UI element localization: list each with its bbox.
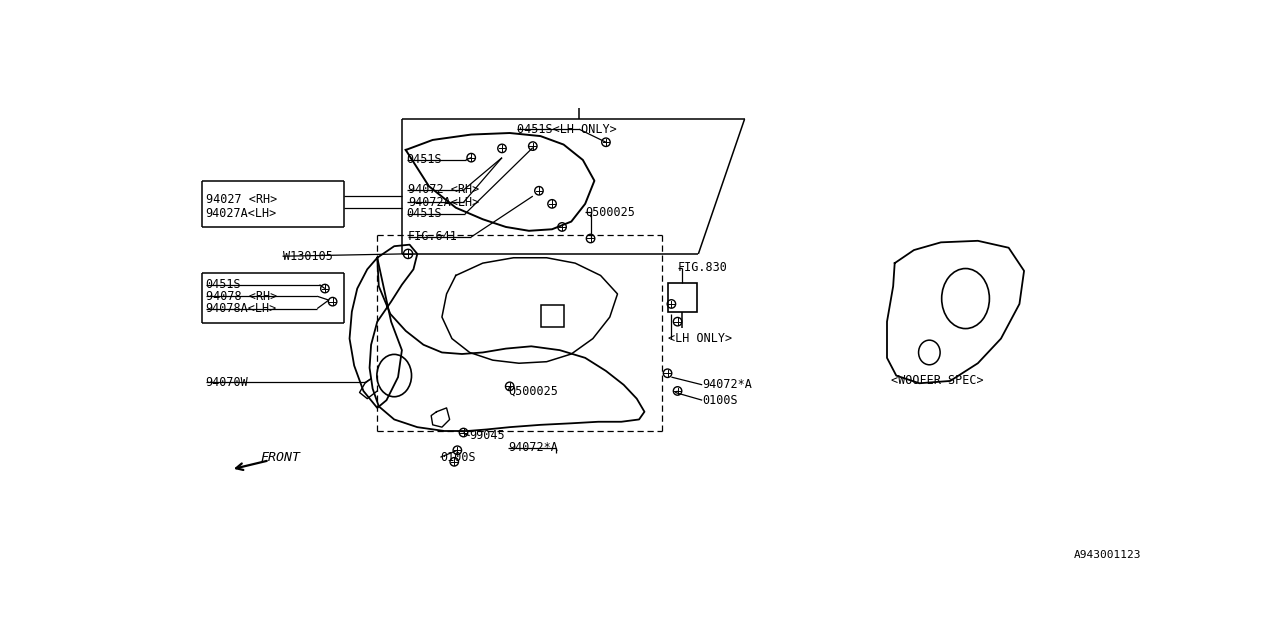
Text: 0100S: 0100S <box>440 451 476 463</box>
Text: 0451S: 0451S <box>206 278 241 291</box>
Text: 0100S: 0100S <box>703 394 737 406</box>
Text: <WOOFER SPEC>: <WOOFER SPEC> <box>891 374 983 387</box>
Text: 94072A<LH>: 94072A<LH> <box>408 196 479 209</box>
Bar <box>668 283 696 312</box>
Text: 99045: 99045 <box>470 429 506 442</box>
Text: 94072*A: 94072*A <box>508 442 558 454</box>
Text: Q500025: Q500025 <box>585 205 635 218</box>
Text: 0451S<LH ONLY>: 0451S<LH ONLY> <box>517 123 617 136</box>
Text: Q500025: Q500025 <box>508 385 558 397</box>
Text: 94072*A: 94072*A <box>703 378 753 391</box>
Text: FIG.641: FIG.641 <box>408 230 458 243</box>
Text: FRONT: FRONT <box>260 451 301 463</box>
Bar <box>540 305 563 327</box>
Text: 94027A<LH>: 94027A<LH> <box>206 207 276 220</box>
Text: 94072 <RH>: 94072 <RH> <box>408 184 479 196</box>
Text: 94078 <RH>: 94078 <RH> <box>206 290 276 303</box>
Text: 94027 <RH>: 94027 <RH> <box>206 193 276 207</box>
Text: FIG.830: FIG.830 <box>677 261 727 275</box>
Text: 0451S: 0451S <box>407 207 442 220</box>
Text: A943001123: A943001123 <box>1074 550 1140 561</box>
Text: 94070W: 94070W <box>206 376 248 389</box>
Text: 0451S: 0451S <box>407 154 442 166</box>
Text: 94078A<LH>: 94078A<LH> <box>206 302 276 315</box>
Text: <LH ONLY>: <LH ONLY> <box>668 332 732 345</box>
Text: W130105: W130105 <box>283 250 333 262</box>
